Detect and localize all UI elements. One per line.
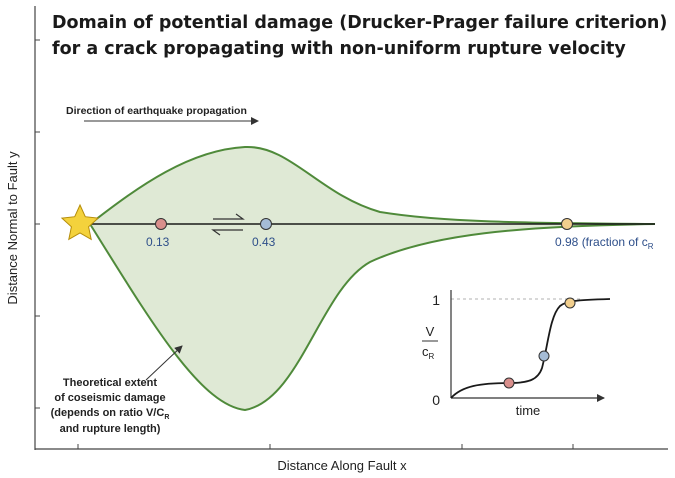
inset-velocity-plot: 1 0 V cR time bbox=[422, 290, 611, 418]
velocity-label-0-98: 0.98 (fraction of cR bbox=[555, 235, 654, 251]
inset-ratio-denominator: cR bbox=[422, 344, 435, 361]
velocity-label-0-13: 0.13 bbox=[146, 235, 170, 249]
direction-label: Direction of earthquake propagation bbox=[66, 105, 247, 117]
title-line-1: Domain of potential damage (Drucker-Prag… bbox=[52, 13, 667, 33]
annotation-line-1: Theoretical extent bbox=[63, 377, 157, 389]
x-axis bbox=[35, 444, 668, 450]
inset-point-0-43 bbox=[538, 350, 550, 362]
velocity-label-0-43: 0.43 bbox=[252, 235, 276, 249]
title-line-2: for a crack propagating with non-uniform… bbox=[52, 39, 626, 59]
y-axis-label: Distance Normal to Fault y bbox=[5, 151, 20, 305]
annotation-arrow-icon bbox=[145, 345, 183, 381]
epicenter-star-icon bbox=[60, 203, 100, 241]
inset-point-0-98 bbox=[564, 297, 576, 309]
slip-sense-icon bbox=[211, 213, 245, 236]
inset-y-top-label: 1 bbox=[432, 292, 440, 308]
inset-y-bottom-label: 0 bbox=[432, 392, 440, 408]
velocity-point-0-98 bbox=[561, 218, 573, 230]
y-axis bbox=[34, 6, 40, 450]
x-axis-label: Distance Along Fault x bbox=[277, 458, 407, 473]
velocity-point-0-43 bbox=[260, 218, 272, 230]
annotation-text: Theoretical extent of coseismic damage (… bbox=[51, 377, 170, 435]
inset-x-label: time bbox=[516, 403, 541, 418]
inset-ratio-numerator: V bbox=[426, 324, 435, 339]
velocity-point-0-13 bbox=[155, 218, 167, 230]
annotation-line-3: (depends on ratio V/CR bbox=[51, 407, 170, 421]
annotation-line-2: of coseismic damage bbox=[54, 392, 165, 404]
annotation-line-4: and rupture length) bbox=[60, 423, 161, 435]
damage-zone bbox=[88, 145, 656, 412]
inset-velocity-curve bbox=[450, 298, 611, 399]
inset-point-0-13 bbox=[503, 377, 515, 389]
